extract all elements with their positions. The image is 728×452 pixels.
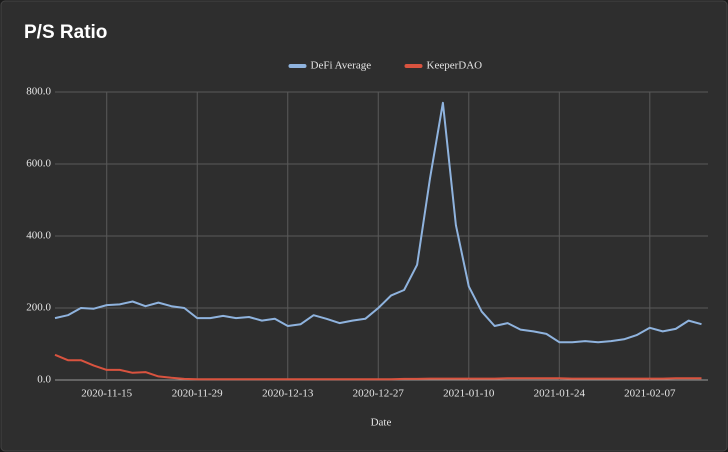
y-tick-label: 0.0 [37,374,51,386]
x-tick-label: 2020-11-15 [81,388,132,400]
legend-label: KeeperDAO [427,60,483,72]
x-tick-label: 2020-12-27 [353,388,405,400]
x-tick-label: 2020-11-29 [172,388,223,400]
x-axis-label: Date [371,417,392,429]
y-tick-label: 600.0 [26,158,51,170]
y-tick-label: 800.0 [26,86,51,98]
y-tick-label: 200.0 [26,302,51,314]
chart-title: P/S Ratio [24,22,107,43]
x-tick-label: 2021-02-07 [624,388,676,400]
x-tick-label: 2021-01-24 [534,388,586,400]
x-tick-label: 2020-12-13 [262,388,314,400]
line-series [54,353,702,381]
x-tick-label: 2021-01-10 [443,388,495,400]
y-tick-label: 400.0 [26,230,51,242]
line-series [54,101,702,344]
legend-label: DeFi Average [311,60,372,72]
